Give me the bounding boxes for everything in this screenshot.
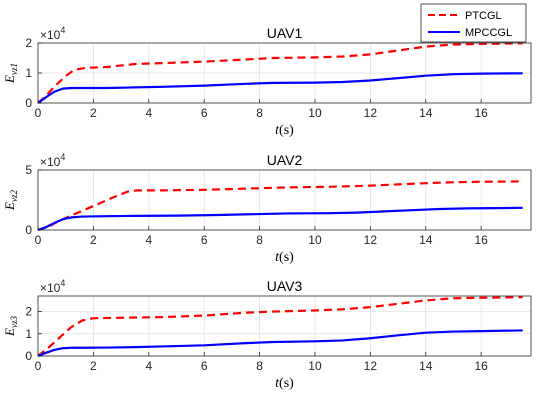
chart-2-xtick-label-0: 0 <box>35 233 42 247</box>
chart-3-ylabel: Evz3 <box>2 316 19 337</box>
chart-3-ylabel-base: E <box>2 328 17 337</box>
chart-3-ytick-label-1: 1 <box>25 327 32 341</box>
chart-3-plot-area <box>38 296 531 356</box>
chart-1-ylabel: Evz1 <box>2 63 19 84</box>
chart-3-xtick-label-10: 10 <box>308 359 322 373</box>
chart-3-xtick-label-4: 4 <box>145 359 152 373</box>
chart-3-exponent-power: 4 <box>60 278 65 288</box>
chart-1-ytick-label-0: 0 <box>25 96 32 110</box>
chart-3-title: UAV3 <box>267 278 303 294</box>
chart-2-xtick-label-4: 4 <box>145 233 152 247</box>
chart-2-plot-area <box>38 170 531 230</box>
chart-3-xtick-label-0: 0 <box>35 359 42 373</box>
chart-1-ylabel-base: E <box>2 75 17 84</box>
chart-1-series-ptcgl <box>37 42 523 104</box>
chart-2-ytick-label-0: 0 <box>25 223 32 237</box>
chart-3-xtick-label-16: 16 <box>474 359 488 373</box>
chart-2-xtick-label-10: 10 <box>308 233 322 247</box>
chart-1-ytick-label-1: 1 <box>25 66 32 80</box>
chart-1-ytick-label-2: 2 <box>25 36 32 50</box>
chart-2-xtick-label-12: 12 <box>364 233 378 247</box>
chart-1-xlabel-unit: (s) <box>279 123 294 138</box>
chart-2-xlabel-unit: (s) <box>279 250 294 265</box>
chart-2-xlabel: t(s) <box>275 250 294 265</box>
legend-box <box>420 3 527 43</box>
chart-3-exponent: ×104 <box>40 278 65 295</box>
chart-3-xlabel: t(s) <box>275 376 294 391</box>
chart-3-ytick-label-2: 2 <box>25 305 32 319</box>
chart-1-xtick-label-8: 8 <box>256 106 263 120</box>
legend-label-ptcgl: PTCGL <box>465 10 502 22</box>
chart-1-xtick-label-10: 10 <box>308 106 322 120</box>
chart-3-series-mpccgl <box>37 329 523 358</box>
chart-3-xtick-label-8: 8 <box>256 359 263 373</box>
chart-1-title: UAV1 <box>267 25 303 41</box>
chart-3-series-ptcgl <box>37 296 523 357</box>
chart-2-ytick-label-5: 5 <box>25 163 32 177</box>
chart-1-xtick-label-4: 4 <box>145 106 152 120</box>
chart-3-xlabel-var: t <box>275 376 280 391</box>
chart-2-ylabel-base: E <box>2 202 17 211</box>
chart-1-exponent-power: 4 <box>60 25 65 35</box>
chart-2-exponent-power: 4 <box>60 152 65 162</box>
chart-1-xlabel-var: t <box>275 123 280 138</box>
chart-2-xtick-label-16: 16 <box>474 233 488 247</box>
chart-2-axes-box <box>37 169 532 231</box>
chart-1-xtick-label-2: 2 <box>90 106 97 120</box>
chart-2-exponent-base: ×10 <box>40 155 61 169</box>
chart-3-xtick-label-2: 2 <box>90 359 97 373</box>
chart-1-xtick-label-12: 12 <box>364 106 378 120</box>
chart-2-xtick-label-14: 14 <box>419 233 433 247</box>
chart-1-exponent-base: ×10 <box>40 28 61 42</box>
chart-1-xtick-label-6: 6 <box>201 106 208 120</box>
chart-3-ylabel-sub: vz3 <box>9 316 19 328</box>
chart-1-xtick-label-16: 16 <box>474 106 488 120</box>
chart-3-xtick-label-14: 14 <box>419 359 433 373</box>
chart-1-xtick-label-0: 0 <box>35 106 42 120</box>
legend: PTCGL MPCCGL <box>420 3 527 43</box>
chart-3-exponent-base: ×10 <box>40 281 61 295</box>
chart-2-ylabel: Evz2 <box>2 190 19 211</box>
chart-1-xlabel: t(s) <box>275 123 294 138</box>
chart-2-xtick-label-6: 6 <box>201 233 208 247</box>
chart-1-ylabel-sub: vz1 <box>9 63 19 75</box>
chart-3-xtick-label-12: 12 <box>364 359 378 373</box>
chart-2-series-mpccgl <box>37 206 523 232</box>
chart-2-xlabel-var: t <box>275 250 280 265</box>
chart-2-xtick-label-8: 8 <box>256 233 263 247</box>
chart-2-title: UAV2 <box>267 152 303 168</box>
chart-2-xtick-label-2: 2 <box>90 233 97 247</box>
chart-1-xtick-label-14: 14 <box>419 106 433 120</box>
chart-3-xtick-label-6: 6 <box>201 359 208 373</box>
chart-2-ylabel-sub: vz2 <box>9 190 19 202</box>
legend-label-mpccgl: MPCCGL <box>465 27 512 39</box>
chart-2-series-ptcgl <box>37 180 523 232</box>
chart-3-ytick-label-0: 0 <box>25 349 32 363</box>
chart-1-series-mpccgl <box>37 72 523 104</box>
chart-3-xlabel-unit: (s) <box>279 376 294 391</box>
chart-1-exponent: ×104 <box>40 25 65 42</box>
chart-3-axes-box <box>37 295 532 357</box>
chart-2-exponent: ×104 <box>40 152 65 169</box>
